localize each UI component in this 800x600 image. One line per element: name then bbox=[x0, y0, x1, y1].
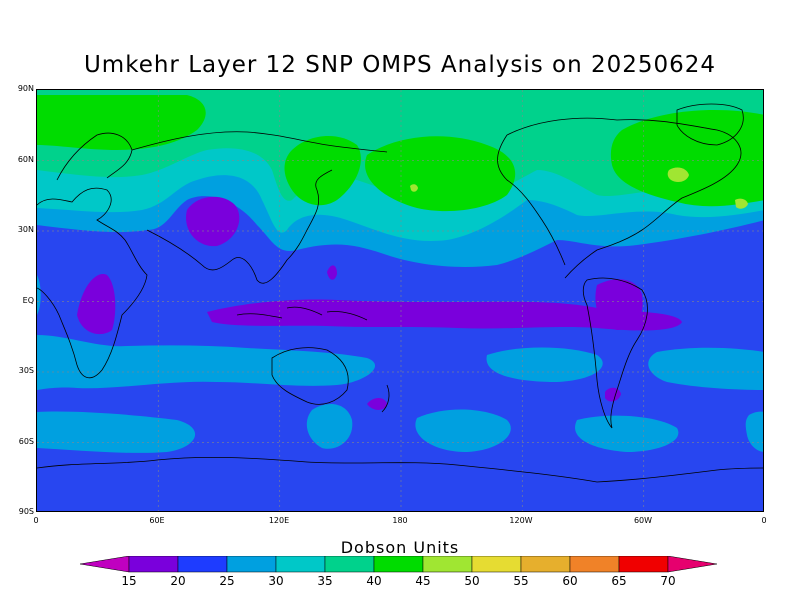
lat-label-eq: EQ bbox=[22, 296, 34, 305]
field-30-south-a bbox=[37, 335, 376, 390]
coast-africa-europe bbox=[37, 187, 148, 379]
colorbar-tick-15: 15 bbox=[121, 574, 137, 588]
field-20-samerica bbox=[595, 279, 643, 330]
field-30-south-g bbox=[575, 415, 679, 452]
coast-indonesia bbox=[236, 306, 368, 321]
colorbar-swatch-20-25 bbox=[177, 556, 228, 573]
colorbar-swatch-30-35 bbox=[275, 556, 326, 573]
colorbar-swatch-15-20 bbox=[128, 556, 179, 573]
colorbar-tick-25: 25 bbox=[219, 574, 235, 588]
field-30-south-i bbox=[37, 275, 41, 315]
colorbar-tick-20: 20 bbox=[170, 574, 186, 588]
colorbar-swatch-50-55 bbox=[471, 556, 522, 573]
coast-north-america bbox=[497, 117, 742, 279]
coastlines bbox=[37, 103, 763, 483]
colorbar-high-arrow bbox=[667, 556, 718, 573]
graticule bbox=[37, 90, 763, 511]
field-45-north-c bbox=[365, 136, 516, 212]
field-20-equatorial bbox=[207, 299, 682, 331]
lon-label-0: 0 bbox=[33, 516, 39, 525]
colorbar-tick-65: 65 bbox=[611, 574, 627, 588]
lat-label-90n: 90N bbox=[17, 84, 34, 93]
coast-australia bbox=[271, 347, 349, 405]
colorbar-low-arrow bbox=[80, 556, 130, 573]
field-30-south-d bbox=[37, 411, 196, 453]
map-title: Umkehr Layer 12 SNP OMPS Analysis on 202… bbox=[83, 52, 717, 78]
units-label: Dobson Units bbox=[340, 538, 460, 557]
field-30-south-b bbox=[486, 347, 603, 382]
colorbar-swatch-60-65 bbox=[569, 556, 620, 573]
field-45-north-b bbox=[284, 135, 361, 206]
colorbar-tick-30: 30 bbox=[268, 574, 284, 588]
coast-asia-north bbox=[131, 131, 388, 153]
field-50-north-b bbox=[735, 198, 748, 209]
colorbar-swatch-65-70 bbox=[618, 556, 669, 573]
field-45-north-a bbox=[37, 95, 206, 150]
colorbar-tick-70: 70 bbox=[660, 574, 676, 588]
colorbar-swatch-45-50 bbox=[422, 556, 473, 573]
field-45-north-d bbox=[610, 110, 763, 207]
ozone-map bbox=[36, 89, 764, 512]
lon-label-0-east: 0 bbox=[761, 516, 767, 525]
colorbar-tick-40: 40 bbox=[366, 574, 382, 588]
colorbar bbox=[80, 556, 718, 573]
colorbar-tick-50: 50 bbox=[464, 574, 480, 588]
lat-label-90s: 90S bbox=[18, 507, 34, 516]
colorbar-swatch-40-45 bbox=[373, 556, 424, 573]
colorbar-tick-60: 60 bbox=[562, 574, 578, 588]
lon-label-180: 180 bbox=[392, 516, 408, 525]
colorbar-swatch-25-30 bbox=[226, 556, 277, 573]
field-20-asia bbox=[186, 196, 240, 247]
coast-newzealand bbox=[381, 384, 390, 413]
lon-label-120w: 120W bbox=[509, 516, 533, 525]
coast-greenland bbox=[676, 103, 744, 146]
coast-asia-south bbox=[146, 169, 333, 284]
colorbar-tick-45: 45 bbox=[415, 574, 431, 588]
field-20-nz bbox=[367, 398, 387, 410]
field-30-south-e bbox=[306, 404, 353, 449]
lat-label-60n: 60N bbox=[17, 155, 34, 164]
field-30-south-h bbox=[745, 411, 763, 452]
coast-south-america bbox=[582, 277, 648, 429]
ozone-contour-map bbox=[37, 90, 763, 511]
colorbar-tick-55: 55 bbox=[513, 574, 529, 588]
colorbar-swatch-35-40 bbox=[324, 556, 375, 573]
field-20-africa bbox=[77, 274, 116, 335]
field-20-pacific-n bbox=[327, 265, 337, 280]
colorbar-swatch-55-60 bbox=[520, 556, 571, 573]
coast-antarctica bbox=[37, 456, 763, 483]
lat-label-30s: 30S bbox=[18, 366, 34, 375]
colorbar-tick-35: 35 bbox=[317, 574, 333, 588]
field-50-north-c bbox=[410, 184, 418, 192]
field-50-north-a bbox=[667, 167, 689, 183]
field-30-south-f bbox=[415, 409, 511, 452]
lon-label-60e: 60E bbox=[149, 516, 165, 525]
lon-label-120e: 120E bbox=[268, 516, 290, 525]
lat-label-30n: 30N bbox=[17, 225, 34, 234]
lon-label-60w: 60W bbox=[633, 516, 653, 525]
coast-scandinavia bbox=[56, 132, 133, 181]
field-30-south-c bbox=[648, 347, 763, 390]
lat-label-60s: 60S bbox=[18, 437, 34, 446]
